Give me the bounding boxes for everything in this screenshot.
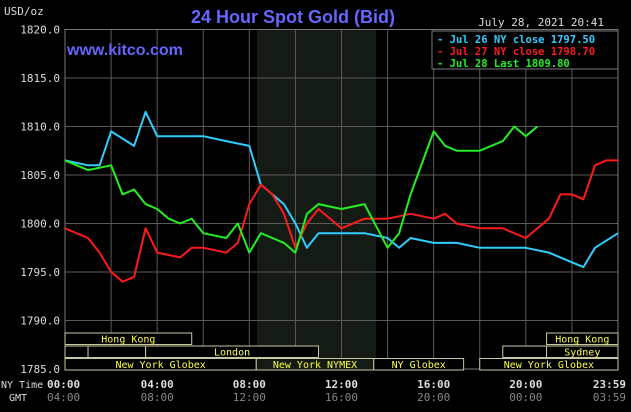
- y-tick-label: 1815.0: [20, 72, 60, 85]
- legend-entry: - Jul 28 Last 1809.80: [437, 58, 570, 70]
- x-row-label-gmt: GMT: [9, 393, 27, 404]
- x-tick-label-ny: 04:00: [141, 378, 174, 391]
- series-line-2: [64, 159, 618, 283]
- x-tick-label-ny: 20:00: [509, 378, 542, 391]
- session-label: New York NYMEX: [273, 360, 357, 371]
- legend: - Jul 26 NY close 1797.50- Jul 27 NY clo…: [431, 30, 619, 70]
- x-row-label-ny: NY Time: [1, 380, 43, 391]
- watermark: www.kitco.com: [66, 42, 183, 59]
- x-tick-label-ny: 12:00: [325, 378, 358, 391]
- series-line-1: [64, 110, 619, 269]
- session-box: [87, 345, 147, 358]
- x-tick-label-gmt: 08:00: [141, 391, 174, 404]
- x-tick-label-ny: 08:00: [233, 378, 266, 391]
- x-tick-label-ny: 16:00: [417, 378, 450, 391]
- legend-box: [431, 30, 619, 70]
- session-box: [546, 345, 619, 358]
- x-tick-label-gmt: 12:00: [233, 391, 266, 404]
- y-tick-label: 1800.0: [20, 218, 60, 231]
- x-tick-label-gmt: 20:00: [417, 391, 450, 404]
- x-tick-label-ny: 00:00: [47, 378, 80, 391]
- session-box: [546, 332, 619, 345]
- x-tick-label-gmt: 03:59: [593, 391, 626, 404]
- session-label: Hong Kong: [555, 335, 609, 346]
- legend-entry: - Jul 27 NY close 1798.70: [437, 46, 595, 58]
- session-box: [145, 345, 319, 358]
- series-line-3: [64, 125, 539, 254]
- y-tick-label: 1810.0: [20, 121, 60, 134]
- chart-title: 24 Hour Spot Gold (Bid): [191, 7, 395, 27]
- session-label: Hong Kong: [101, 335, 155, 346]
- y-tick-label: 1805.0: [20, 169, 60, 182]
- session-label: New York Globex: [115, 360, 205, 371]
- session-box: [502, 345, 548, 358]
- y-tick-label: 1795.0: [20, 266, 60, 279]
- session-box: [64, 345, 89, 358]
- session-label: Sydney: [564, 348, 600, 359]
- timestamp: July 28, 2021 20:41: [478, 16, 604, 29]
- y-tick-label: 1790.0: [20, 315, 60, 328]
- y-tick-label: 1785.0: [20, 363, 60, 376]
- y-tick-label: 1820.0: [20, 24, 60, 37]
- session-box: [373, 358, 465, 371]
- session-label: London: [214, 348, 250, 359]
- session-box: [479, 358, 619, 371]
- y-axis-label: USD/oz: [4, 5, 44, 18]
- x-tick-label-gmt: 16:00: [325, 391, 358, 404]
- session-label: NY Globex: [392, 360, 446, 371]
- x-tick-label-gmt: 04:00: [47, 391, 80, 404]
- session-box: [64, 332, 193, 345]
- x-tick-label-gmt: 00:00: [509, 391, 542, 404]
- x-tick-label-ny: 23:59: [593, 378, 626, 391]
- legend-entry: - Jul 26 NY close 1797.50: [437, 34, 595, 46]
- session-label: New York Globex: [504, 360, 594, 371]
